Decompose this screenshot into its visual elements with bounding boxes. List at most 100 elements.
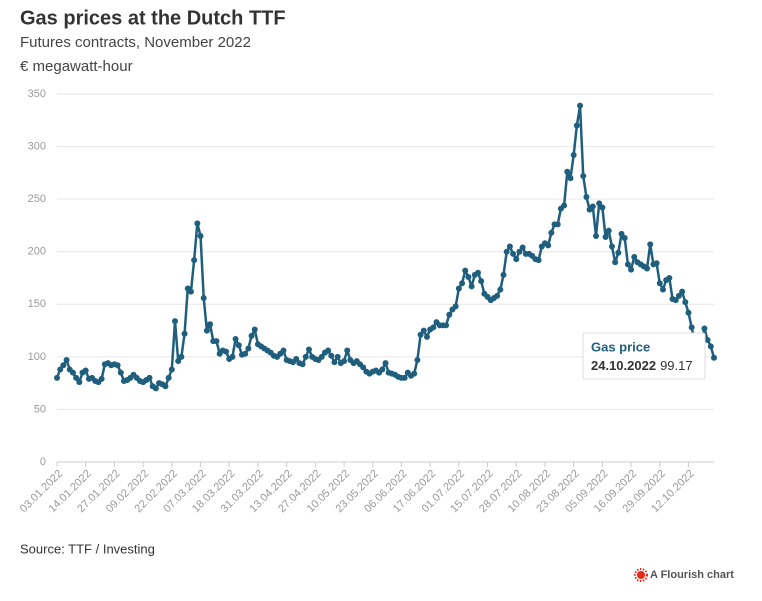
point xyxy=(146,374,153,381)
point xyxy=(213,338,220,345)
point xyxy=(612,259,619,266)
point xyxy=(679,288,686,295)
point xyxy=(232,335,239,342)
point xyxy=(459,280,466,287)
point xyxy=(344,347,351,354)
point xyxy=(599,204,606,211)
point xyxy=(455,285,462,292)
point xyxy=(446,311,453,318)
point xyxy=(443,322,450,329)
point xyxy=(707,343,714,350)
tooltip-value: 99.17 xyxy=(660,358,693,373)
point xyxy=(628,266,635,273)
point xyxy=(500,271,507,278)
point xyxy=(229,353,236,360)
point xyxy=(235,342,242,349)
chart-subtitle: Futures contracts, November 2022 xyxy=(20,34,251,51)
point xyxy=(63,357,70,364)
point xyxy=(554,221,561,228)
y-tick-label: 300 xyxy=(28,140,46,152)
point xyxy=(331,359,338,366)
point xyxy=(299,361,306,368)
point xyxy=(430,324,437,331)
point xyxy=(462,267,469,274)
point xyxy=(76,379,83,386)
point xyxy=(360,364,367,371)
tooltip-line: 24.10.2022 99.17 xyxy=(591,358,693,373)
point xyxy=(420,327,427,334)
point xyxy=(468,283,475,290)
point xyxy=(711,354,717,361)
point xyxy=(605,227,612,234)
point xyxy=(223,348,230,355)
y-tick-label: 50 xyxy=(34,403,46,415)
point xyxy=(325,347,332,354)
point xyxy=(328,352,335,359)
source-note: Source: TTF / Investing xyxy=(20,541,155,556)
point xyxy=(280,347,287,354)
point xyxy=(98,375,105,382)
point xyxy=(644,265,651,272)
y-tick-label: 350 xyxy=(28,88,46,100)
point xyxy=(251,326,258,333)
point xyxy=(417,331,424,338)
point xyxy=(318,353,325,360)
point xyxy=(659,286,666,293)
point xyxy=(414,357,421,364)
point xyxy=(503,248,510,255)
point xyxy=(178,353,185,360)
point xyxy=(631,253,638,260)
point xyxy=(561,202,568,209)
point xyxy=(73,374,80,381)
chart-title: Gas prices at the Dutch TTF xyxy=(20,7,286,29)
credit: A Flourish chart xyxy=(650,569,734,581)
point xyxy=(152,385,159,392)
point xyxy=(608,243,615,250)
point xyxy=(194,220,201,227)
point xyxy=(382,360,389,367)
point xyxy=(704,337,711,344)
point xyxy=(510,250,517,257)
point xyxy=(293,355,300,362)
point xyxy=(401,374,408,381)
point xyxy=(583,194,590,201)
point xyxy=(54,374,60,381)
point xyxy=(621,235,628,242)
point xyxy=(165,374,172,381)
point xyxy=(513,256,520,263)
point xyxy=(682,299,689,306)
point xyxy=(577,102,584,109)
point xyxy=(580,173,587,180)
point xyxy=(474,269,481,276)
point xyxy=(666,275,673,281)
point xyxy=(615,249,622,256)
point xyxy=(187,288,194,295)
point xyxy=(57,366,64,373)
point xyxy=(114,362,121,369)
y-tick-label: 250 xyxy=(28,193,46,205)
point xyxy=(688,324,695,331)
point xyxy=(168,366,175,373)
point xyxy=(423,333,430,340)
tooltip-box xyxy=(582,332,706,380)
point xyxy=(589,203,596,210)
point xyxy=(341,358,348,365)
point xyxy=(162,383,169,390)
point xyxy=(624,261,631,268)
point xyxy=(117,369,124,376)
point xyxy=(478,278,485,285)
point xyxy=(596,200,603,207)
point xyxy=(305,346,312,353)
point xyxy=(519,244,526,251)
point xyxy=(592,232,599,239)
point xyxy=(545,242,552,249)
point xyxy=(411,370,418,377)
point xyxy=(172,318,179,325)
point xyxy=(535,257,542,264)
point xyxy=(203,327,210,334)
point xyxy=(207,321,214,328)
point xyxy=(685,309,692,316)
point xyxy=(656,280,663,287)
point xyxy=(516,248,523,255)
